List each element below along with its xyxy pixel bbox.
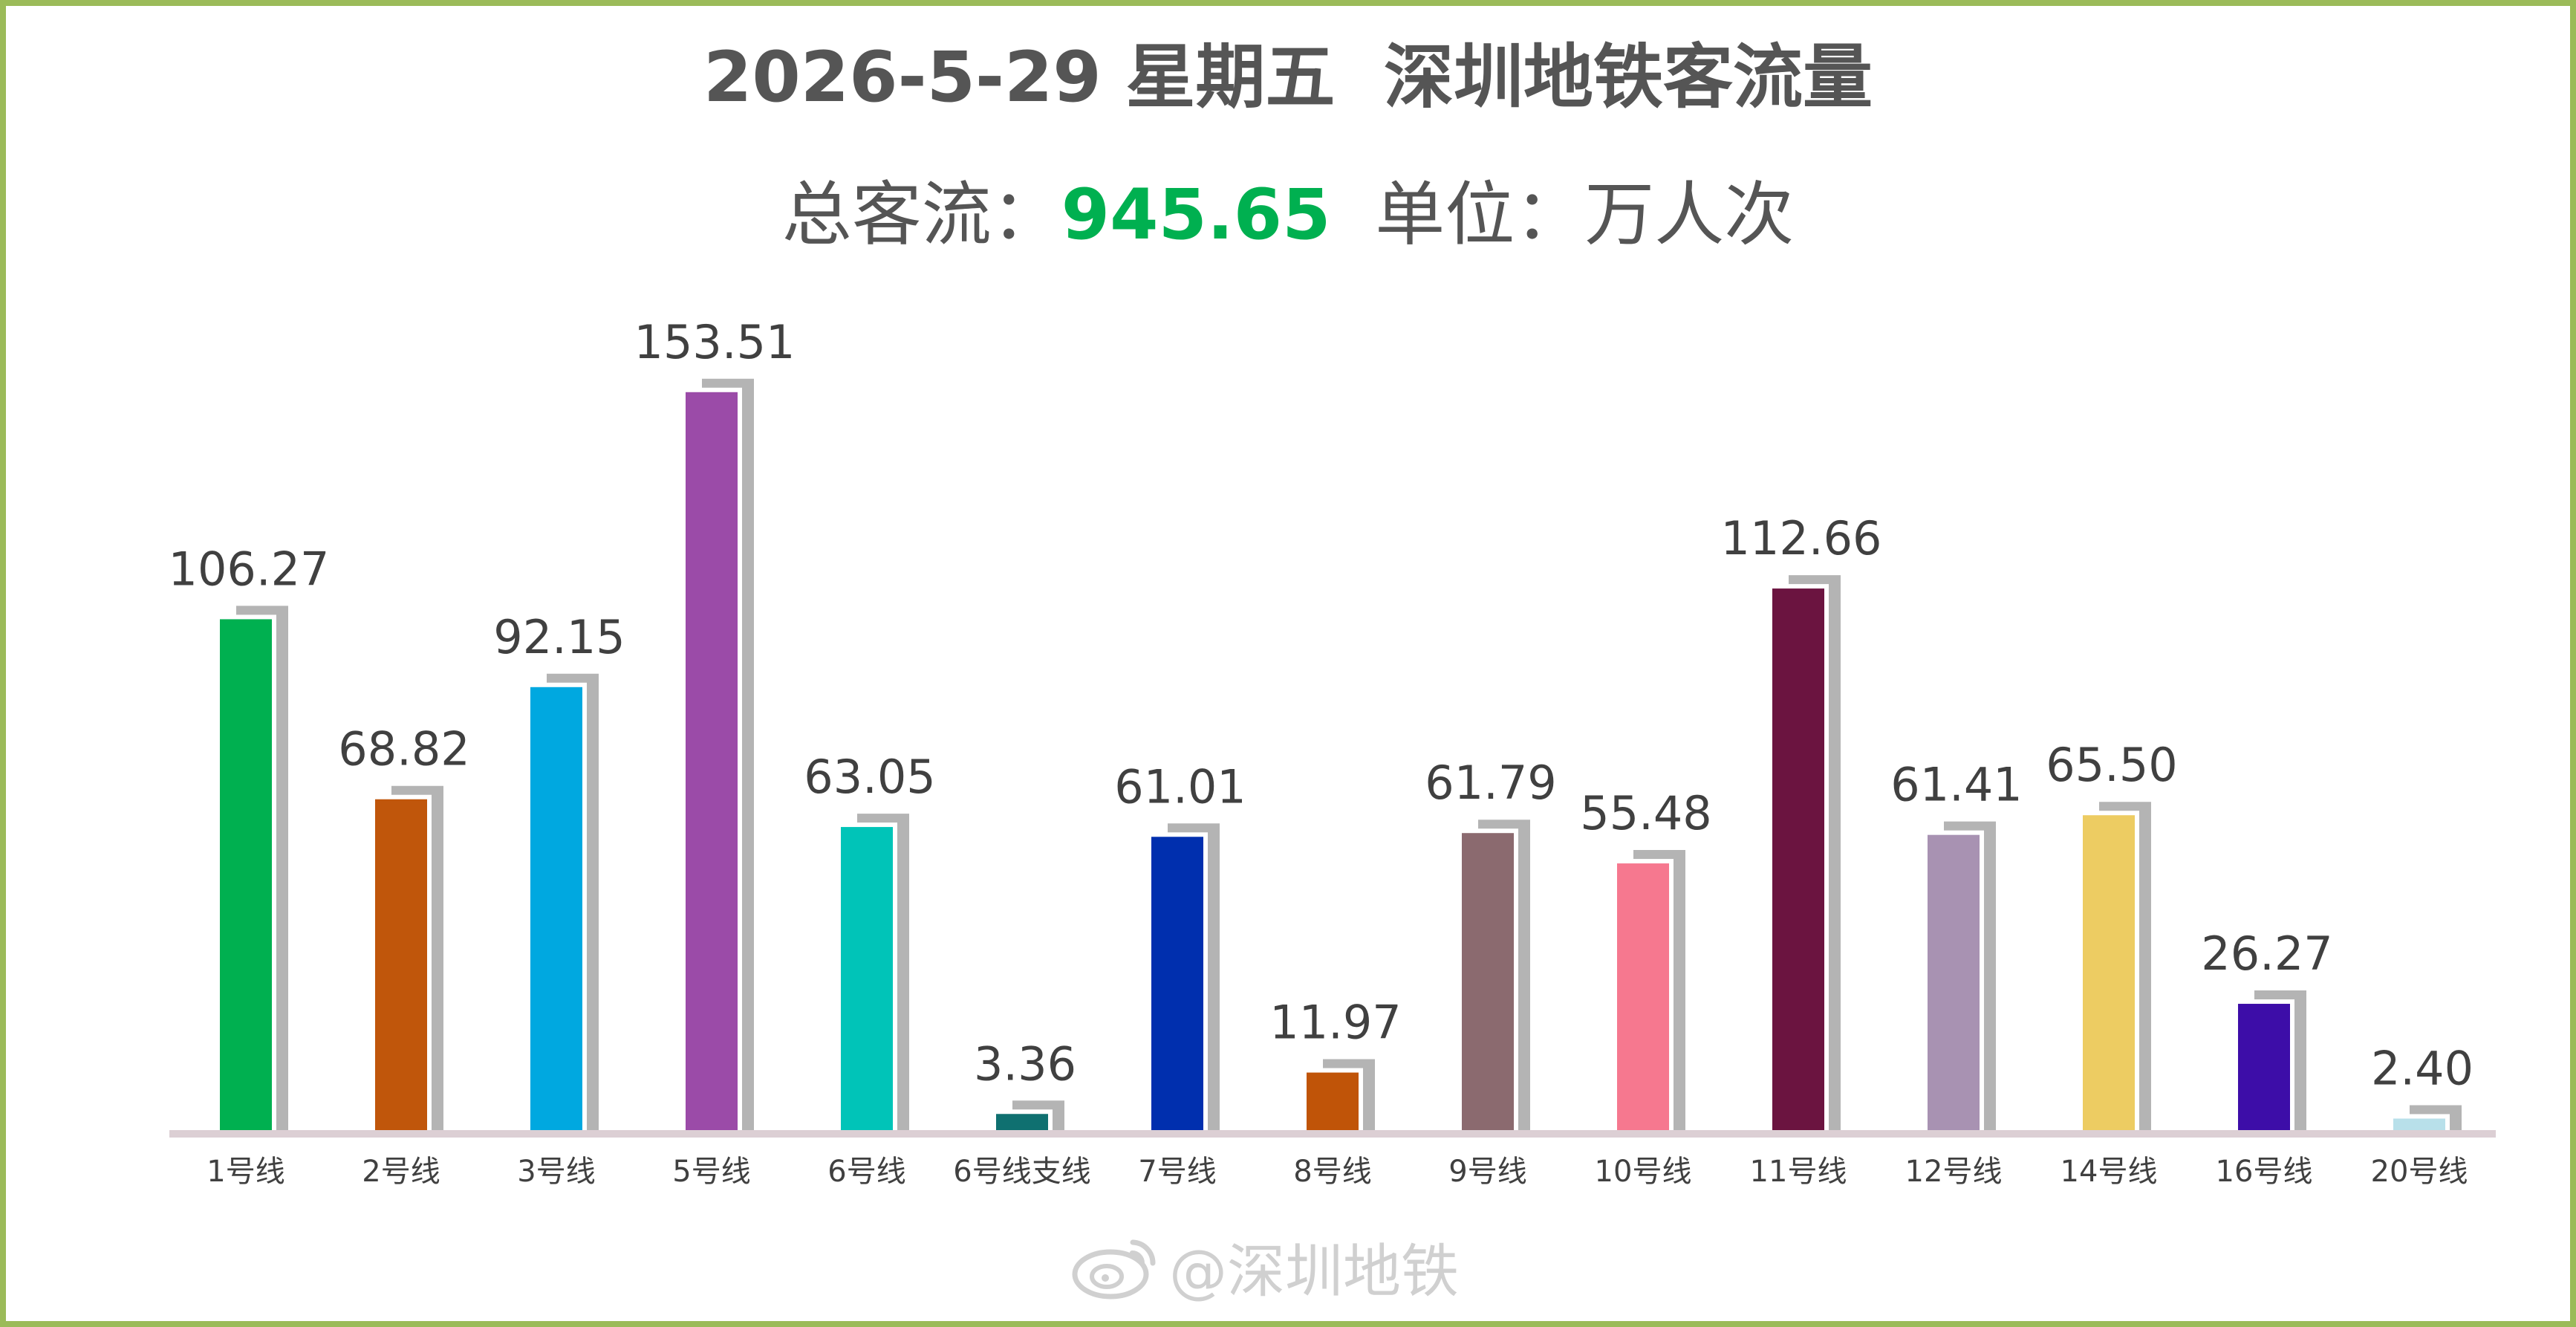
bar-11: [1928, 834, 1980, 1130]
data-label-13: 26.27: [2201, 927, 2333, 981]
bar-shadow-12: [2099, 802, 2151, 1130]
bar-shadow-5: [1012, 1100, 1064, 1130]
bar-10: [1772, 588, 1824, 1130]
category-label-14: 20号线: [2371, 1155, 2468, 1189]
data-label-5: 3.36: [974, 1036, 1076, 1091]
category-label-12: 14号线: [2061, 1155, 2158, 1189]
bar-shadow-11: [1944, 821, 1996, 1130]
data-label-14: 2.40: [2371, 1041, 2473, 1095]
bar-6: [1151, 837, 1203, 1130]
bar-shadow-9: [1633, 850, 1685, 1130]
bar-shadow-0: [236, 606, 288, 1130]
bar-1: [375, 799, 427, 1130]
bar-shadow-10: [1789, 575, 1841, 1130]
category-label-1: 2号线: [362, 1155, 440, 1189]
bar-shadow-4: [857, 814, 909, 1130]
category-label-11: 12号线: [1905, 1155, 2003, 1189]
weibo-icon: [1072, 1239, 1156, 1300]
subtitle: 总客流：945.65 单位：万人次: [0, 167, 2576, 264]
bar-2: [530, 687, 582, 1130]
data-label-6: 61.01: [1114, 759, 1246, 814]
bar-shadow-1: [391, 785, 443, 1130]
page-title: 2026-5-29 星期五 深圳地铁客流量: [703, 37, 1873, 118]
category-label-0: 1号线: [206, 1155, 284, 1189]
data-label-4: 63.05: [804, 750, 936, 804]
bar-0: [220, 619, 272, 1130]
bar-shadow-6: [1168, 823, 1220, 1130]
bar-14: [2393, 1118, 2445, 1130]
bar-12: [2083, 815, 2135, 1130]
bar-shadow-3: [702, 378, 754, 1131]
category-label-4: 6号线: [827, 1155, 905, 1189]
total-value: 945.65: [1061, 175, 1331, 256]
category-label-13: 16号线: [2216, 1155, 2313, 1189]
bar-7: [1307, 1072, 1359, 1130]
bar-5: [996, 1114, 1048, 1130]
total-label: 总客流：: [781, 175, 1061, 256]
bar-shadow-8: [1478, 820, 1530, 1130]
data-label-10: 112.66: [1721, 511, 1882, 565]
data-label-2: 92.15: [493, 610, 625, 664]
bar-3: [686, 392, 738, 1130]
bar-shadow-2: [547, 673, 599, 1130]
data-label-8: 61.79: [1425, 756, 1557, 810]
bar-8: [1462, 833, 1514, 1130]
data-label-3: 153.51: [634, 315, 796, 369]
category-label-8: 9号线: [1448, 1155, 1526, 1189]
bar-shadow-13: [2254, 990, 2306, 1130]
bar-4: [841, 827, 893, 1130]
watermark: @深圳地铁: [1070, 1226, 1515, 1308]
category-label-5: 6号线支线: [953, 1155, 1090, 1189]
category-label-9: 10号线: [1595, 1155, 1692, 1189]
bar-13: [2238, 1004, 2290, 1130]
category-label-10: 11号线: [1750, 1155, 1847, 1189]
bar-shadow-7: [1323, 1059, 1375, 1130]
watermark-text: @深圳地铁: [1169, 1239, 1460, 1305]
data-label-1: 68.82: [338, 722, 470, 776]
data-label-7: 11.97: [1269, 996, 1402, 1050]
data-label-0: 106.27: [169, 542, 330, 596]
category-label-6: 7号线: [1138, 1155, 1216, 1189]
bar-9: [1617, 863, 1669, 1130]
bar-shadow-14: [2410, 1105, 2462, 1130]
category-label-7: 8号线: [1293, 1155, 1371, 1189]
data-label-12: 65.50: [2046, 738, 2178, 792]
category-label-3: 5号线: [672, 1155, 750, 1189]
category-label-2: 3号线: [517, 1155, 595, 1189]
unit-text: 单位：万人次: [1375, 175, 1795, 256]
data-label-9: 55.48: [1580, 786, 1712, 840]
data-label-11: 61.41: [1890, 758, 2023, 812]
x-axis-baseline: [169, 1130, 2496, 1138]
